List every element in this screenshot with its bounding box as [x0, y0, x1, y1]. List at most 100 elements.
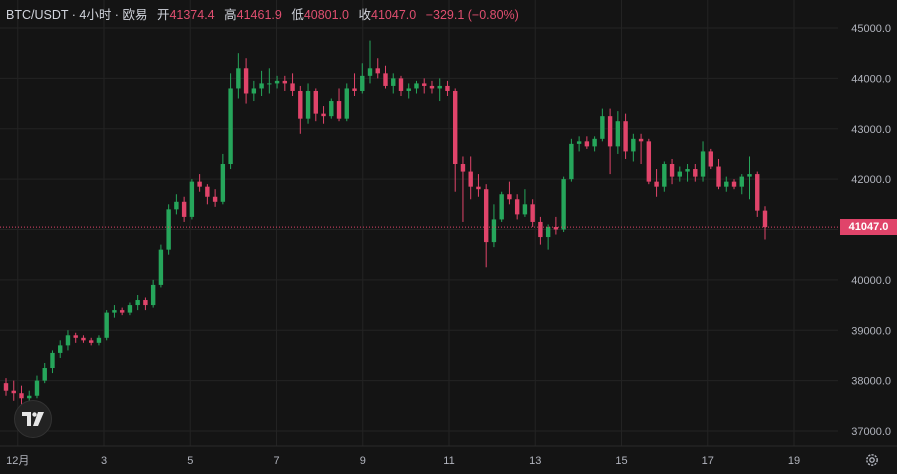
candle-body: [514, 199, 520, 215]
y-tick-label: 44000.0: [851, 73, 891, 85]
candle-body: [42, 368, 47, 381]
candle-body: [638, 138, 644, 142]
open-value: 41374.4: [169, 8, 215, 22]
x-tick-label: 5: [187, 455, 193, 467]
last-price-tag: 41047.0: [840, 219, 897, 235]
candle-body: [615, 121, 621, 147]
x-tick-label: 3: [101, 455, 107, 467]
candle-body: [569, 143, 574, 180]
candle-body: [391, 78, 396, 86]
y-tick-label: 42000.0: [851, 174, 891, 186]
candle-body: [422, 83, 427, 86]
candle-body: [538, 221, 543, 238]
candle-body: [383, 73, 388, 86]
candle-body: [305, 90, 311, 119]
candle-body: [445, 85, 450, 91]
candle-body: [398, 78, 404, 91]
candle-body: [406, 88, 411, 91]
candle-body: [499, 194, 504, 220]
candle-body: [576, 141, 582, 144]
candle-body: [375, 68, 380, 74]
candle-body: [189, 181, 195, 217]
change-value: −329.1 (−0.80%): [425, 8, 519, 22]
symbol-legend: BTC/USDT · 4小时 · 欧易 开41374.4 高41461.9 低4…: [6, 4, 519, 23]
candle-body: [460, 164, 466, 172]
x-tick-label: 11: [443, 455, 454, 467]
candle-body: [755, 174, 760, 211]
candle-body: [553, 226, 559, 230]
y-tick-label: 40000.0: [851, 275, 891, 287]
x-tick-label: 15: [615, 455, 627, 467]
candle-body: [50, 352, 55, 369]
candle-body: [104, 312, 109, 338]
candle-body: [282, 80, 288, 84]
candle-body: [592, 138, 597, 147]
candle-body: [34, 380, 40, 396]
candle-body: [329, 101, 334, 117]
candle-body: [243, 68, 249, 94]
candle-body: [731, 181, 737, 187]
symbol-title: BTC/USDT · 4小时 · 欧易: [6, 8, 148, 22]
candle-body: [437, 85, 442, 89]
time-axis[interactable]: 12月 3 5 7 9 11 13 15 17 19: [6, 455, 800, 467]
candle-body: [677, 171, 683, 177]
candle-body: [739, 176, 744, 187]
candle-body: [584, 141, 590, 147]
candle-body: [321, 113, 326, 117]
candle-body: [150, 284, 156, 306]
candle-body: [298, 90, 303, 119]
candle-body: [58, 345, 63, 353]
candle-body: [545, 226, 551, 238]
candle-body: [607, 116, 613, 147]
candle-body: [236, 68, 241, 89]
x-tick-label: 9: [360, 455, 366, 467]
candle-body: [73, 335, 78, 338]
candle-body: [600, 116, 605, 139]
candle-body: [344, 88, 349, 119]
candle-body: [352, 88, 357, 91]
y-tick-label: 43000.0: [851, 124, 891, 136]
gear-icon[interactable]: [864, 452, 880, 468]
x-tick-label: 12月: [6, 455, 29, 467]
tradingview-logo-icon[interactable]: [14, 400, 52, 438]
candle-body: [336, 101, 342, 119]
candle-body: [19, 393, 24, 399]
candle-body: [646, 141, 652, 182]
close-value: 41047.0: [371, 8, 417, 22]
low-label: 低: [291, 8, 304, 22]
close-label: 收: [358, 8, 372, 22]
candle-body: [11, 390, 16, 394]
candle-body: [367, 68, 373, 76]
candle-body: [414, 83, 419, 89]
candle-body: [662, 164, 667, 187]
candle-body: [197, 181, 202, 187]
candle-body: [669, 164, 675, 177]
candle-body: [143, 300, 148, 306]
candle-body: [27, 395, 32, 399]
x-tick-label: 17: [702, 455, 714, 467]
candle-body: [522, 204, 528, 215]
candle-body: [251, 88, 257, 94]
candle-body: [530, 204, 535, 222]
candle-body: [274, 80, 280, 84]
candle-body: [158, 249, 164, 285]
candle-body: [491, 219, 497, 243]
high-value: 41461.9: [236, 8, 282, 22]
candle-body: [507, 194, 512, 200]
x-tick-label: 19: [788, 455, 800, 467]
candle-body: [181, 201, 187, 217]
candle-body: [267, 83, 272, 85]
candle-body: [561, 179, 566, 230]
candle-body: [228, 88, 233, 165]
grid-lines: [0, 0, 897, 447]
x-tick-label: 13: [529, 455, 541, 467]
candle-body: [708, 151, 713, 167]
candle-body: [762, 210, 768, 228]
candle-body: [453, 90, 458, 165]
candle-body: [166, 209, 171, 250]
candle-body: [693, 169, 698, 177]
candle-body: [360, 75, 365, 91]
low-value: 40801.0: [303, 8, 350, 22]
candle-body: [483, 189, 489, 243]
